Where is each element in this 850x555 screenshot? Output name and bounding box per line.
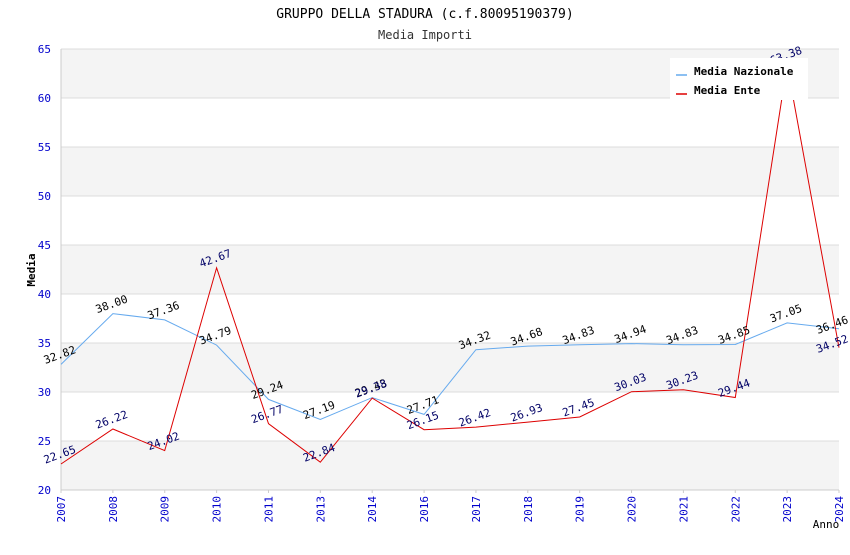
y-axis-ticks: 20 25 30 35 40 45 50 55 60 65 (38, 43, 51, 497)
x-tick-label: 2017 (470, 496, 483, 523)
x-axis-ticks: 2007 2008 2009 2010 2011 2013 2014 2016 2017 2018… (55, 490, 846, 523)
data-label: 38.00 (94, 293, 130, 317)
x-tick-label: 2020 (626, 496, 639, 523)
y-tick-label: 60 (38, 92, 51, 105)
y-tick-label: 35 (38, 337, 51, 350)
grid-band (61, 245, 839, 294)
legend-box (670, 58, 808, 100)
x-tick-label: 2011 (262, 496, 275, 523)
x-tick-label: 2016 (418, 496, 431, 523)
y-tick-label: 25 (38, 435, 51, 448)
series-line-media-nazionale (60, 313, 840, 421)
legend-label: Media Nazionale (694, 65, 794, 78)
x-tick-label: 2024 (833, 496, 846, 523)
y-tick-label: 65 (38, 43, 51, 56)
grid-band (61, 441, 839, 490)
y-axis-label: Media (25, 253, 38, 286)
x-tick-label: 2009 (159, 496, 172, 523)
chart-title: GRUPPO DELLA STADURA (c.f.80095190379) (276, 7, 573, 22)
x-tick-label: 2013 (314, 496, 327, 523)
series-line-media-ente (60, 64, 840, 465)
data-label: 37.36 (146, 299, 182, 323)
x-tick-label: 2018 (522, 496, 535, 523)
grid-band (61, 147, 839, 196)
series-lines (60, 64, 840, 465)
y-tick-label: 40 (38, 288, 51, 301)
x-axis-label: Anno (813, 518, 840, 531)
y-tick-label: 20 (38, 484, 51, 497)
axes (60, 49, 839, 491)
chart-subtitle: Media Importi (378, 28, 472, 42)
y-tick-label: 55 (38, 141, 51, 154)
y-tick-label: 50 (38, 190, 51, 203)
legend: Media Nazionale Media Ente (670, 58, 808, 100)
x-tick-label: 2022 (729, 496, 742, 523)
data-label: 27.45 (561, 396, 597, 420)
legend-label: Media Ente (694, 84, 761, 97)
y-tick-label: 30 (38, 386, 51, 399)
data-label: 26.22 (94, 408, 130, 432)
grid-bands (61, 49, 839, 490)
x-tick-label: 2023 (781, 496, 794, 523)
x-tick-label: 2019 (574, 496, 587, 523)
data-label: 26.77 (249, 403, 285, 427)
x-tick-label: 2010 (211, 496, 224, 523)
grid-lines (61, 48, 839, 491)
x-tick-label: 2014 (366, 496, 379, 523)
x-tick-label: 2007 (55, 496, 68, 523)
x-tick-label: 2021 (677, 496, 690, 523)
x-tick-label: 2008 (107, 496, 120, 523)
data-label: 27.19 (301, 398, 337, 422)
data-label: 37.05 (768, 302, 804, 326)
grid-band (61, 343, 839, 392)
y-tick-label: 45 (38, 239, 51, 252)
